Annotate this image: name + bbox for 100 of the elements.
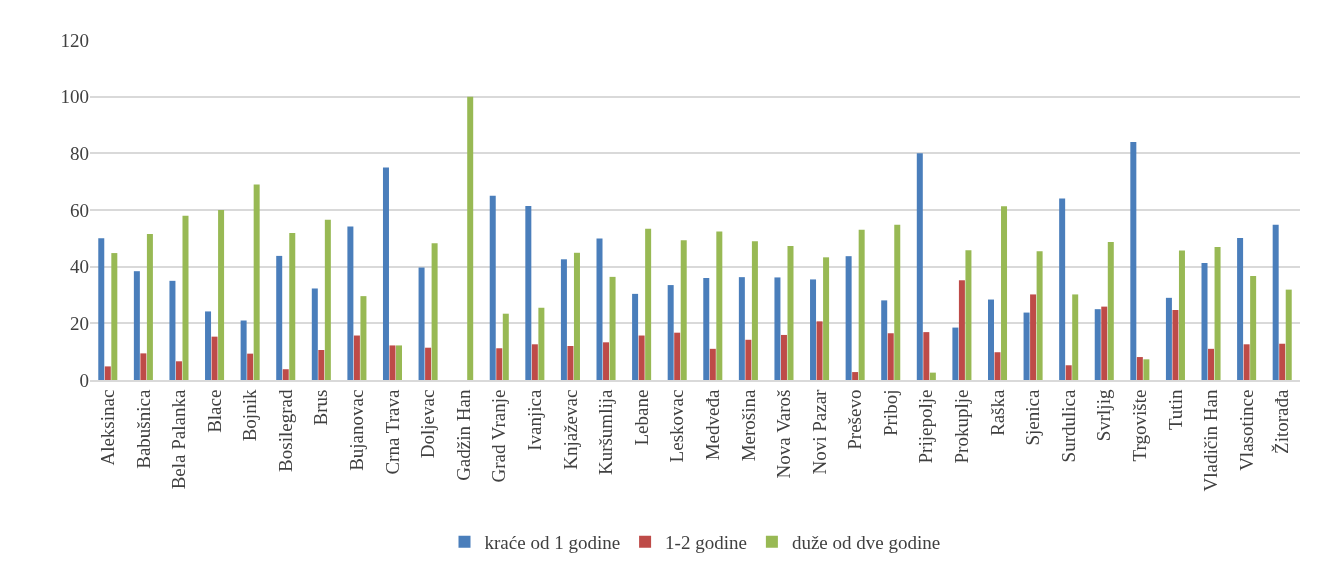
- bar: [104, 366, 111, 380]
- x-tick-label: Nova Varoš: [773, 389, 795, 479]
- x-tick-label: Brus: [310, 389, 332, 426]
- bar: [780, 334, 787, 380]
- bar: [1201, 262, 1208, 380]
- bar: [98, 238, 105, 380]
- bar: [353, 335, 360, 380]
- y-tick-label: 100: [60, 86, 89, 108]
- bar: [1279, 343, 1286, 380]
- bar: [994, 352, 1001, 380]
- x-tick-label: Trgovište: [1129, 389, 1151, 462]
- bar: [987, 299, 994, 380]
- bar: [538, 307, 545, 380]
- bar: [1143, 359, 1150, 380]
- x-tick-label: Blace: [203, 389, 225, 433]
- bar: [787, 245, 794, 380]
- x-tick-label: Bojnik: [239, 389, 261, 442]
- bar: [1214, 247, 1221, 380]
- bar: [418, 267, 425, 380]
- bar: [489, 195, 496, 380]
- bar: [667, 285, 674, 380]
- bar: [311, 288, 318, 380]
- x-tick-label: Bela Palanka: [168, 389, 190, 490]
- bar: [1243, 344, 1250, 380]
- x-tick-label: Leskovac: [666, 389, 688, 463]
- bar: [894, 224, 901, 380]
- x-tick-label: Crna Trava: [381, 389, 403, 475]
- bar: [716, 231, 723, 380]
- bar: [916, 153, 923, 380]
- bar: [347, 226, 354, 380]
- x-tick-label: Bosilegrad: [274, 389, 296, 472]
- bar: [958, 280, 965, 380]
- bar: [1101, 306, 1108, 380]
- bar: [1094, 309, 1101, 380]
- bar: [1208, 348, 1215, 380]
- bar: [852, 372, 859, 380]
- bar: [810, 279, 817, 380]
- bar: [531, 344, 538, 380]
- bar: [560, 259, 567, 380]
- y-tick-label: 40: [70, 256, 89, 278]
- bar: [1250, 276, 1257, 380]
- x-tick-label: Vladičin Han: [1200, 389, 1222, 492]
- bar: [111, 253, 118, 380]
- bar: [638, 335, 645, 380]
- bar: [703, 278, 710, 380]
- bar: [133, 271, 140, 380]
- bar: [596, 238, 603, 380]
- x-tick-label: Svrljig: [1093, 389, 1115, 442]
- bar: [823, 257, 830, 380]
- bar: [1107, 242, 1114, 380]
- bar: [175, 361, 182, 380]
- y-tick-label: 80: [70, 142, 89, 164]
- bar: [211, 336, 218, 380]
- bar: [929, 372, 936, 380]
- bar: [1065, 365, 1072, 380]
- x-tick-label: Surdulica: [1057, 389, 1079, 463]
- bar: [1165, 297, 1172, 380]
- bar: [1036, 251, 1043, 380]
- x-tick-label: Merošina: [737, 389, 759, 462]
- bar: [496, 348, 503, 380]
- x-tick-label: Babušnica: [132, 389, 154, 469]
- bar: [324, 219, 331, 380]
- x-tick-label: Medveđa: [701, 389, 723, 461]
- x-tick-label: Prijepolje: [915, 389, 937, 464]
- x-tick-label: Kuršumlija: [595, 389, 617, 476]
- bar: [745, 339, 752, 380]
- bar: [1030, 294, 1037, 380]
- bar: [467, 96, 474, 380]
- bar: [1172, 310, 1179, 380]
- bar: [525, 206, 532, 380]
- bar: [396, 345, 403, 380]
- bar: [140, 353, 147, 380]
- bar: [751, 241, 758, 380]
- x-tick-label: Grad Vranje: [488, 389, 510, 483]
- bar: [182, 215, 189, 380]
- x-tick-label: Doljevac: [417, 389, 439, 459]
- bar: [632, 293, 639, 380]
- x-tick-label: Vlasotince: [1235, 389, 1257, 471]
- x-tick-label: Gadžin Han: [452, 389, 474, 481]
- bar: [289, 232, 296, 380]
- bar: [680, 240, 687, 380]
- bar: [431, 243, 438, 380]
- bar: [282, 369, 289, 380]
- bar: [318, 349, 325, 380]
- x-tick-label: Aleksinac: [96, 389, 118, 466]
- x-tick-label: Sjenica: [1022, 389, 1044, 446]
- bar: [709, 348, 716, 380]
- y-tick-label: 120: [60, 29, 89, 51]
- bar: [1178, 250, 1185, 380]
- bar: [965, 250, 972, 380]
- legend-label: duže od dve godine: [791, 532, 941, 554]
- bar: [845, 256, 852, 380]
- bar: [1130, 142, 1137, 380]
- bar: [276, 255, 283, 380]
- bar: [382, 167, 389, 380]
- legend-label: 1-2 godine: [665, 532, 747, 554]
- bar: [887, 333, 894, 380]
- bar: [674, 332, 681, 380]
- x-tick-label: Knjaževac: [559, 389, 581, 470]
- legend-label: kraće od 1 godine: [484, 532, 621, 554]
